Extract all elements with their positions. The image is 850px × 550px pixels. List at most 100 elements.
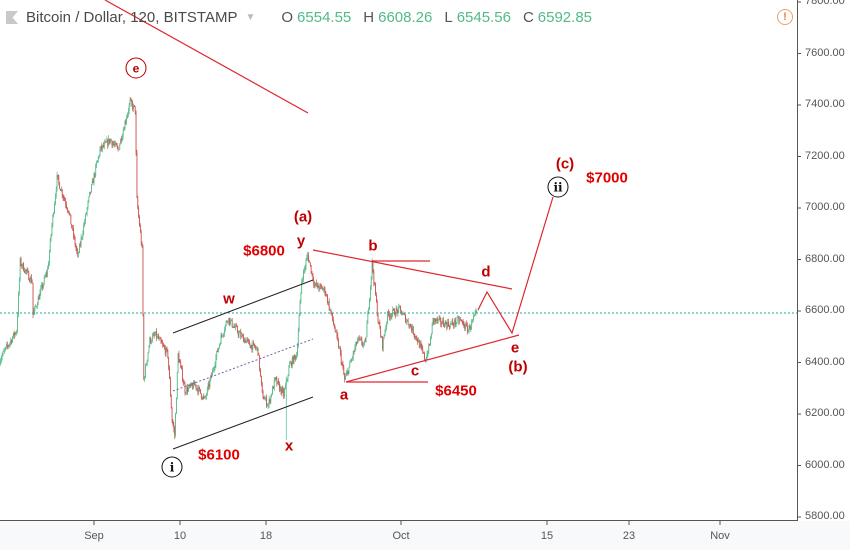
price-axis-background [798,0,850,521]
candle-body [215,357,217,365]
chevron-down-icon[interactable]: ▼ [245,12,256,23]
candle-body [66,204,67,208]
wave-ii-circle-label[interactable]: ii [547,176,569,198]
candle-body [138,208,140,217]
candle-body [213,368,215,370]
candle-body [441,323,443,325]
candle-body [143,314,145,380]
wave-y-label[interactable]: y [296,232,306,250]
channel-upper-line[interactable] [172,279,314,334]
candle-body [338,339,340,349]
triangle-upper-line[interactable] [312,249,513,290]
candle-body [112,143,114,146]
candle-body [359,338,361,340]
candle-body [31,282,33,284]
candle-body [0,360,1,364]
wave-e-circle-label[interactable]: e [125,57,147,79]
candle-body [281,388,283,394]
candle-body [267,404,269,406]
candle-body [76,248,78,252]
price-7000-label[interactable]: $7000 [586,169,628,187]
triangle-lower-line[interactable] [345,334,520,383]
candle-body [371,260,373,277]
candle-body [279,387,281,391]
candle-body [269,399,271,403]
trend-line-descending[interactable] [104,0,309,114]
candle-body [240,332,242,337]
candle-body [79,244,80,253]
price-axis-label: 7800.00 [805,0,845,7]
candle-body [277,381,279,385]
exclamation-circle-icon[interactable]: ! [777,9,793,25]
candle-body [412,326,414,335]
candle-body [83,224,85,234]
candle-body [13,332,15,336]
candle-body [266,397,267,406]
candle-body [212,370,213,376]
open-value: 6554.55 [297,9,352,26]
wave-e-label[interactable]: e [510,339,520,357]
candle-body [217,350,218,352]
candle-body [378,321,380,323]
candle-body [256,347,258,349]
price-6450-label[interactable]: $6450 [435,382,477,400]
candle-body [315,282,316,285]
candle-body [214,364,216,369]
symbol-title[interactable]: Bitcoin / Dollar, 120, BITSTAMP [26,9,238,26]
candle-body [89,191,91,197]
candle-body [154,335,156,336]
wave-w-label[interactable]: w [223,290,235,308]
candle-body [36,305,38,307]
candle-body [407,320,409,325]
candle-body [94,173,96,176]
candle-body [175,413,176,436]
candle-body [51,224,53,235]
candle-body [79,244,81,246]
candle-body [329,309,331,310]
candle-body [105,141,107,143]
wave-a-paren-label[interactable]: (a) [293,208,313,226]
candle-body [228,317,230,322]
candle-body [295,356,297,359]
high-value: 6608.26 [378,9,433,26]
price-6100-label[interactable]: $6100 [198,446,240,464]
candle-body [369,286,371,300]
candle-body [321,287,323,291]
flag-icon[interactable] [6,11,18,24]
candle-body [437,319,439,322]
candle-body [28,271,30,281]
candle-body [185,392,187,394]
wave-i-circle-label[interactable]: i [161,456,183,478]
channel-lower-line[interactable] [172,396,314,450]
candle-body [417,339,418,343]
wave-b-paren-label[interactable]: (b) [508,358,528,376]
wave-d-label[interactable]: d [481,263,491,281]
channel-mid-line[interactable] [172,338,314,392]
candle-body [244,339,246,343]
candle-body [118,149,120,151]
candle-body [200,389,201,394]
candle-body [97,156,99,161]
wave-a-label[interactable]: a [339,386,349,404]
price-6800-label[interactable]: $6800 [243,242,285,260]
candle-body [475,310,477,313]
wave-b-label[interactable]: b [368,237,378,255]
candle-body [177,353,179,373]
candle-body [470,327,472,330]
projection-path[interactable] [477,196,554,335]
candle-body [60,189,61,191]
candle-body [356,342,358,344]
candle-body [271,394,273,396]
wave-c-paren-label[interactable]: (c) [555,155,575,173]
candle-body [474,312,476,315]
candle-body [408,324,410,327]
candle-body [223,333,225,336]
wave-x-label[interactable]: x [284,437,294,455]
candle-body [194,384,196,386]
candle-body [48,263,49,269]
wave-c-label[interactable]: c [410,362,420,380]
candle-body [260,375,262,384]
candle-body [476,310,478,311]
candle-body [303,269,305,271]
